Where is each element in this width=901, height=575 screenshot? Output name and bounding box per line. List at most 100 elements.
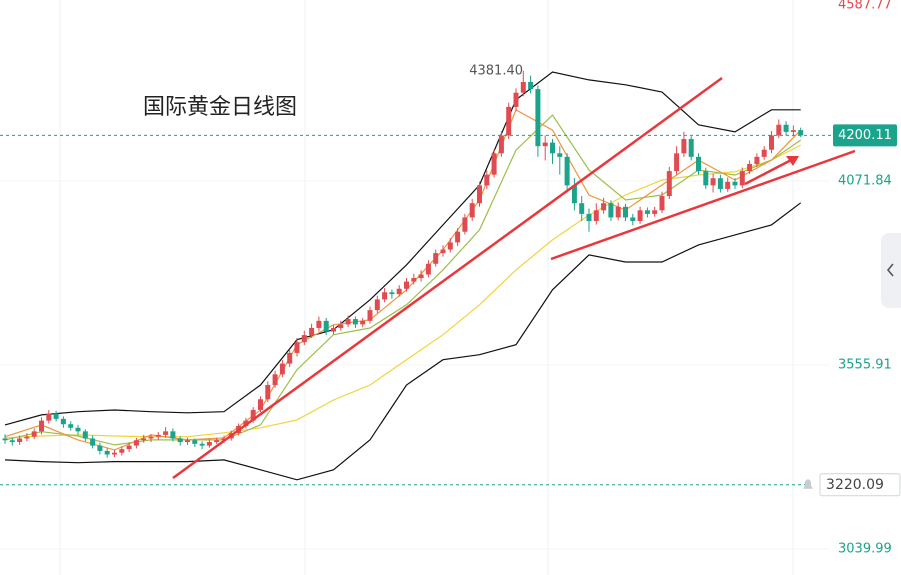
candle-body (323, 320, 329, 332)
trend-line (172, 76, 723, 480)
trend-lines (172, 76, 856, 480)
candle-body (418, 274, 424, 279)
candle-body (506, 106, 512, 136)
candle-body (659, 196, 665, 211)
candle-body (637, 210, 643, 222)
candle-body (469, 203, 475, 218)
side-tab[interactable] (881, 233, 901, 308)
candle-body (593, 210, 599, 222)
alert-price-label: 3220.09 (826, 477, 884, 493)
candle-body (170, 431, 176, 439)
indicator-lines (4, 71, 802, 481)
last-price-label: 4200.11 (838, 128, 892, 143)
candle-body (206, 442, 212, 446)
candle-body (75, 427, 81, 432)
candle-body (666, 171, 672, 197)
candle-body (769, 135, 774, 150)
candle-body (652, 210, 658, 214)
candle-body (696, 156, 701, 172)
arrow-head (786, 156, 799, 166)
candle-body (97, 445, 103, 451)
candle-body (542, 142, 548, 147)
candle-body (250, 409, 256, 421)
candle-body (119, 449, 125, 453)
vertical-grid (59, 0, 794, 575)
candle-body (798, 130, 804, 136)
candle-body (513, 92, 519, 107)
candle-body (126, 445, 132, 450)
candle-body (199, 443, 205, 446)
candle-body (331, 327, 336, 332)
candle-body (644, 210, 650, 214)
candle-body (564, 156, 570, 186)
candle-body (615, 206, 621, 218)
candle-body (309, 327, 315, 336)
candle-body (550, 142, 555, 154)
candle-body (484, 174, 490, 186)
side-handle[interactable] (881, 233, 901, 308)
candle-body (9, 440, 15, 443)
candle-body (396, 288, 402, 295)
candle-body (258, 399, 263, 410)
candle-body (404, 281, 409, 289)
candle-body (703, 171, 709, 186)
candle-body (338, 324, 344, 328)
candle-body (747, 163, 753, 172)
candle-body (243, 420, 249, 426)
candle-body (688, 139, 694, 157)
candle-body (462, 217, 468, 232)
candle-body (272, 374, 278, 385)
candle-body (630, 217, 636, 222)
candle-body (68, 424, 74, 428)
candle-body (520, 81, 526, 93)
candle-body (24, 436, 30, 439)
candle-body (31, 431, 37, 437)
candle-body (739, 171, 745, 186)
candle-body (433, 253, 439, 264)
candle-body (754, 156, 760, 164)
candle-body (389, 292, 395, 295)
candle-body (674, 153, 680, 172)
candle-body (177, 438, 183, 443)
y-tick-label: 4587.77 (838, 0, 892, 13)
candle-body (352, 319, 358, 325)
candle-body (455, 231, 461, 243)
candle-body (790, 130, 796, 132)
trend-line (550, 149, 856, 261)
candle-body (586, 213, 592, 222)
candle-body (148, 436, 154, 439)
candle-body (112, 452, 117, 455)
candle-body (279, 363, 285, 375)
candle-body (192, 440, 198, 444)
candle-body (53, 413, 59, 419)
grid (0, 180, 830, 550)
candle-body (761, 149, 767, 157)
candle-body (498, 135, 504, 154)
candle-body (2, 438, 8, 441)
indicator-line (4, 108, 802, 451)
candle-body (155, 434, 161, 437)
candle-body (360, 320, 366, 325)
candle-body (557, 153, 563, 157)
candle-body (440, 249, 446, 254)
candle-body (783, 124, 789, 132)
candle-body (90, 438, 96, 446)
candle-body (163, 431, 169, 435)
candle-body (732, 181, 738, 186)
indicator-line (4, 71, 801, 426)
y-tick-label: 3039.99 (838, 541, 892, 556)
candle-body (39, 420, 44, 432)
candle-body (141, 438, 147, 441)
candle-body (60, 418, 66, 425)
chevron (886, 263, 894, 277)
candle-body (491, 153, 497, 175)
candle-body (528, 81, 534, 90)
candle-body (623, 206, 628, 218)
alert-bell (803, 479, 813, 489)
candle-body (447, 242, 453, 250)
candle-body (571, 185, 577, 204)
candle-body (681, 139, 687, 154)
indicator-line (4, 144, 801, 439)
